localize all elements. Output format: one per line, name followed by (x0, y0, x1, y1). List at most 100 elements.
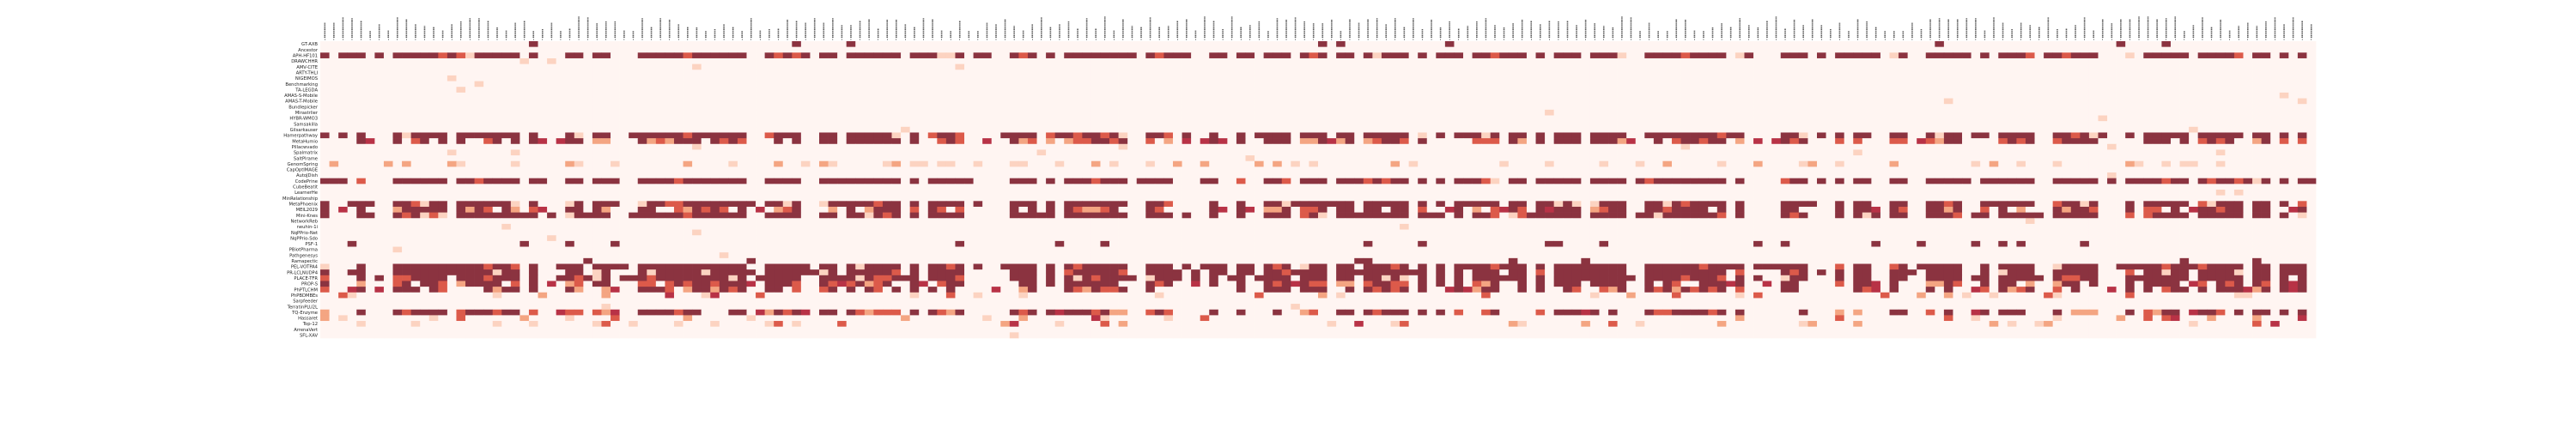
heatmap-cell (665, 143, 675, 150)
heatmap-cell (955, 149, 965, 156)
heatmap-cell (1499, 166, 1510, 173)
heatmap-cell (873, 155, 884, 162)
heatmap-cell (1273, 104, 1283, 111)
heatmap-cell (774, 155, 784, 162)
heatmap-cell (955, 126, 965, 133)
heatmap-cell (756, 115, 765, 122)
heatmap-cell (1027, 75, 1037, 82)
heatmap-cell (565, 75, 575, 82)
heatmap-cell (456, 41, 466, 47)
heatmap-cell (2062, 41, 2072, 47)
heatmap-cell (2288, 57, 2299, 64)
heatmap-cell (1236, 160, 1246, 167)
heatmap-cell (846, 98, 856, 105)
heatmap-cell (2306, 132, 2317, 139)
heatmap-cell (1100, 160, 1110, 167)
heatmap-cell (1889, 75, 1899, 82)
heatmap-cell (1154, 46, 1164, 53)
heatmap-cell (800, 126, 811, 133)
heatmap-cell (1617, 155, 1627, 162)
heatmap-cell (519, 155, 530, 162)
heatmap-cell (1653, 46, 1663, 53)
heatmap-cell (2252, 155, 2262, 162)
heatmap-cell (1018, 75, 1029, 82)
heatmap-cell (873, 126, 884, 133)
heatmap-cell (1345, 87, 1355, 94)
heatmap-cell (1626, 143, 1637, 150)
heatmap-cell (800, 143, 811, 150)
heatmap-cell (1798, 57, 1808, 64)
heatmap-cell (1853, 75, 1863, 82)
heatmap-cell (365, 92, 375, 99)
heatmap-cell (1381, 63, 1391, 70)
heatmap-cell (1354, 115, 1364, 122)
heatmap-cell (2197, 69, 2208, 76)
heatmap-cell (1236, 57, 1246, 64)
heatmap-cell (1299, 87, 1309, 94)
heatmap-cell (1018, 81, 1029, 88)
heatmap-cell (456, 46, 466, 53)
heatmap-cell (1726, 115, 1736, 122)
heatmap-cell (1589, 98, 1600, 105)
heatmap-cell (1436, 98, 1446, 105)
heatmap-cell (1418, 149, 1428, 156)
heatmap-cell (637, 138, 647, 145)
heatmap-cell (1589, 75, 1600, 82)
heatmap-cell (1980, 46, 1990, 53)
heatmap-cell (1118, 166, 1128, 173)
heatmap-cell (1662, 138, 1673, 145)
heatmap-cell (1490, 138, 1500, 145)
heatmap-cell (501, 75, 512, 82)
heatmap-cell (501, 92, 512, 99)
heatmap-cell (855, 115, 866, 122)
heatmap-cell (1463, 155, 1473, 162)
heatmap-cell (982, 87, 993, 94)
heatmap-cell (1472, 98, 1482, 105)
heatmap-cell (365, 69, 375, 76)
heatmap-cell (927, 115, 938, 122)
heatmap-cell (647, 143, 657, 150)
heatmap-cell (1835, 98, 1845, 105)
heatmap-cell (320, 98, 330, 105)
heatmap-cell (2034, 115, 2044, 122)
heatmap-cell (1581, 155, 1591, 162)
heatmap-cell (882, 132, 892, 139)
heatmap-cell (465, 166, 475, 173)
heatmap-cell (1762, 41, 1772, 47)
heatmap-cell (1589, 132, 1600, 139)
heatmap-cell (1535, 143, 1546, 150)
heatmap-cell (1662, 160, 1673, 167)
heatmap-cell (1563, 155, 1573, 162)
heatmap-cell (574, 57, 584, 64)
heatmap-cell (1209, 81, 1219, 88)
heatmap-cell (864, 138, 874, 145)
heatmap-cell (1327, 109, 1337, 116)
heatmap-cell (1789, 46, 1800, 53)
heatmap-cell (1753, 109, 1763, 116)
heatmap-cell (1653, 149, 1663, 156)
heatmap-cell (447, 63, 457, 70)
heatmap-cell (800, 138, 811, 145)
heatmap-cell (964, 109, 974, 116)
heatmap-cell (356, 143, 367, 150)
heatmap-cell (1436, 126, 1446, 133)
heatmap-cell (692, 132, 702, 139)
heatmap-cell (1989, 87, 1999, 94)
heatmap-cell (1771, 104, 1782, 111)
heatmap-cell (2243, 155, 2253, 162)
heatmap-cell (519, 98, 530, 105)
heatmap-cell (746, 149, 756, 156)
heatmap-cell (1082, 132, 1092, 139)
heatmap-cell (365, 121, 375, 128)
heatmap-cell (2179, 63, 2190, 70)
heatmap-cell (1408, 98, 1419, 105)
heatmap-cell (402, 57, 411, 64)
heatmap-cell (1336, 57, 1346, 64)
heatmap-cell (882, 92, 892, 99)
heatmap-cell (2080, 155, 2090, 162)
heatmap-cell (1400, 149, 1409, 156)
heatmap-cell (1789, 57, 1800, 64)
heatmap-cell (2306, 98, 2317, 105)
heatmap-cell (1980, 143, 1990, 150)
heatmap-cell (2261, 87, 2271, 94)
